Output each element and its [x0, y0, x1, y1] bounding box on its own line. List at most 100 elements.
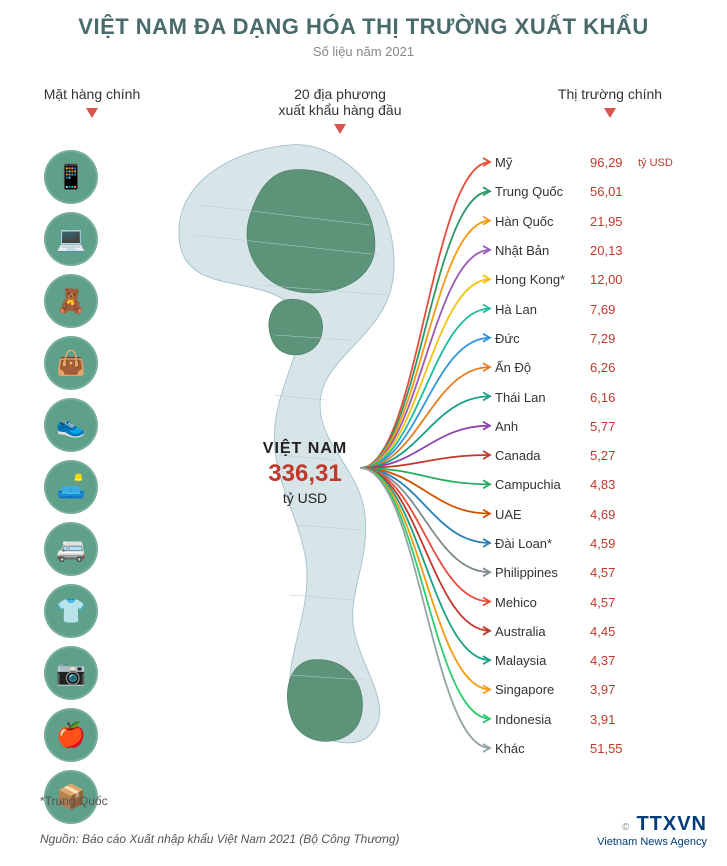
footnote: *Trung Quốc	[40, 794, 108, 808]
center-country-name: VIỆT NAM	[235, 440, 375, 458]
market-label: Philippines	[495, 565, 590, 580]
col-head-right: Thị trường chính	[530, 86, 690, 118]
market-row: Anh5,77	[495, 412, 715, 441]
arrow-down-icon	[86, 108, 98, 118]
flow-arrowhead-icon	[483, 656, 490, 664]
market-row: Canada5,27	[495, 441, 715, 470]
market-label: Singapore	[495, 682, 590, 697]
market-row: Campuchia4,83	[495, 470, 715, 499]
market-row: Mehico4,57	[495, 587, 715, 616]
flow-arrowhead-icon	[483, 246, 490, 254]
col-head-mid-l1: 20 địa phương	[294, 86, 386, 102]
market-label: Australia	[495, 624, 590, 639]
market-value: 20,13	[590, 243, 632, 258]
market-value: 4,37	[590, 653, 632, 668]
flow-arrowhead-icon	[483, 568, 490, 576]
product-icons-column: 📱💻🧸👜👟🛋️🚐👕📷🍎📦	[44, 150, 98, 832]
flow-arrowhead-icon	[483, 305, 490, 313]
flow-arrowhead-icon	[483, 334, 490, 342]
market-row: Mỹ96,29 tỷ USD	[495, 148, 715, 177]
market-row: UAE4,69	[495, 500, 715, 529]
map-highlight-north-2	[269, 299, 323, 355]
market-value: 7,69	[590, 302, 632, 317]
phone-icon: 📱	[44, 150, 98, 204]
market-unit: tỷ USD	[638, 157, 673, 169]
center-total-unit: tỷ USD	[235, 490, 375, 506]
market-value: 6,16	[590, 390, 632, 405]
market-label: Indonesia	[495, 712, 590, 727]
market-value: 5,27	[590, 448, 632, 463]
center-total-value: 336,31	[235, 460, 375, 488]
market-label: Mỹ	[495, 155, 590, 170]
flow-arrowhead-icon	[483, 217, 490, 225]
shoes-icon: 👟	[44, 398, 98, 452]
market-value: 7,29	[590, 331, 632, 346]
market-value: 4,57	[590, 595, 632, 610]
page-title: VIỆT NAM ĐA DẠNG HÓA THỊ TRƯỜNG XUẤT KHẨ…	[0, 0, 727, 40]
flow-arrowhead-icon	[483, 451, 490, 459]
market-value: 3,97	[590, 682, 632, 697]
col-head-mid-l2: xuất khẩu hàng đầu	[279, 102, 402, 118]
market-label: Hong Kong*	[495, 272, 590, 287]
market-label: Thái Lan	[495, 390, 590, 405]
market-value: 4,45	[590, 624, 632, 639]
market-value: 4,69	[590, 507, 632, 522]
flow-arrowhead-icon	[483, 187, 490, 195]
market-label: Anh	[495, 419, 590, 434]
market-row: Singapore3,97	[495, 675, 715, 704]
market-value: 12,00	[590, 272, 632, 287]
flow-arrowhead-icon	[483, 744, 490, 752]
market-value: 51,55	[590, 741, 632, 756]
market-row: Nhật Bản20,13	[495, 236, 715, 265]
market-label: Malaysia	[495, 653, 590, 668]
market-label: Hà Lan	[495, 302, 590, 317]
market-row: Đức7,29	[495, 324, 715, 353]
market-label: Mehico	[495, 595, 590, 610]
market-row: Hà Lan7,69	[495, 294, 715, 323]
logo-subtext: Vietnam News Agency	[597, 836, 707, 848]
market-row: Đài Loan*4,59	[495, 529, 715, 558]
market-value: 6,26	[590, 360, 632, 375]
col-head-left: Mặt hàng chính	[22, 86, 162, 118]
col-head-mid: 20 địa phương xuất khẩu hàng đầu	[230, 86, 450, 134]
market-row: Philippines4,57	[495, 558, 715, 587]
toys-icon: 🧸	[44, 274, 98, 328]
market-value: 4,57	[590, 565, 632, 580]
copyright-mark: ©	[622, 822, 629, 833]
col-head-left-text: Mặt hàng chính	[44, 86, 141, 102]
market-label: Hàn Quốc	[495, 214, 590, 229]
market-value: 4,83	[590, 477, 632, 492]
market-label: Ấn Độ	[495, 360, 590, 375]
fruit-icon: 🍎	[44, 708, 98, 762]
logo-text: TTXVN	[636, 813, 707, 835]
market-value: 3,91	[590, 712, 632, 727]
market-label: UAE	[495, 507, 590, 522]
market-row: Hong Kong*12,00	[495, 265, 715, 294]
market-row: Malaysia4,37	[495, 646, 715, 675]
flow-arrowhead-icon	[483, 627, 490, 635]
market-row: Indonesia3,91	[495, 705, 715, 734]
vehicle-icon: 🚐	[44, 522, 98, 576]
flow-arrowhead-icon	[483, 598, 490, 606]
flow-arrowhead-icon	[483, 480, 490, 488]
flow-arrowhead-icon	[483, 275, 490, 283]
market-label: Khác	[495, 741, 590, 756]
market-label: Đài Loan*	[495, 536, 590, 551]
market-value: 4,59	[590, 536, 632, 551]
camera-icon: 📷	[44, 646, 98, 700]
market-row: Australia4,45	[495, 617, 715, 646]
market-row: Ấn Độ6,26	[495, 353, 715, 382]
market-value: 5,77	[590, 419, 632, 434]
source-line: Nguồn: Báo cáo Xuất nhập khẩu Việt Nam 2…	[40, 832, 400, 846]
flow-arrowhead-icon	[483, 510, 490, 518]
flow-arrowhead-icon	[483, 363, 490, 371]
flow-arrowhead-icon	[483, 158, 490, 166]
market-value: 21,95	[590, 214, 632, 229]
page-subtitle: Số liệu năm 2021	[0, 44, 727, 59]
market-label: Nhật Bản	[495, 243, 590, 258]
market-value: 96,29	[590, 155, 632, 170]
market-row: Hàn Quốc21,95	[495, 207, 715, 236]
textile-icon: 👕	[44, 584, 98, 638]
agency-logo: © TTXVN Vietnam News Agency	[597, 813, 707, 848]
flow-arrowhead-icon	[483, 392, 490, 400]
